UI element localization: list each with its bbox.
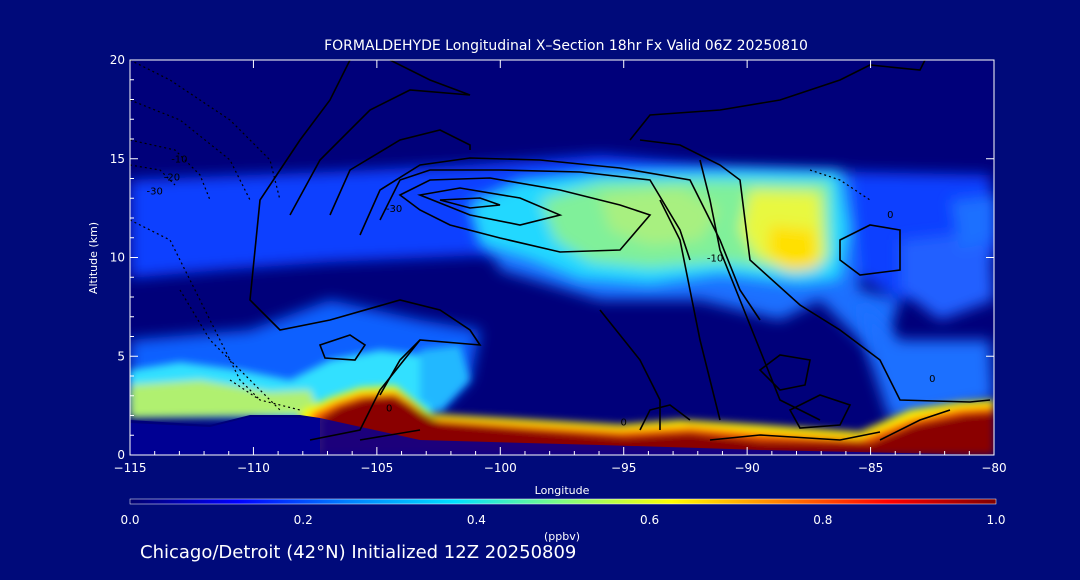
contour-label: -10 xyxy=(707,253,723,264)
field-upper-plume xyxy=(470,170,850,285)
y-tick-label: 20 xyxy=(110,53,125,67)
contour-lines xyxy=(249,60,991,441)
x-tick-label: −105 xyxy=(360,461,393,475)
contour-label: -30 xyxy=(386,204,402,215)
contour-label: -20 xyxy=(164,172,180,183)
x-axis-label: Longitude xyxy=(535,484,590,497)
x-tick-label: −115 xyxy=(114,461,147,475)
x-tick-label: −80 xyxy=(981,461,1006,475)
colorbar-tick-label: 0.6 xyxy=(640,513,659,527)
x-axis: −115 −110 −105 −100 −95 −90 −85 −80 xyxy=(114,60,1007,475)
x-tick-label: −95 xyxy=(611,461,636,475)
y-axis: 0 5 10 15 20 xyxy=(110,53,994,462)
terrain-blue-layer xyxy=(130,417,994,455)
contour-label: 0 xyxy=(621,417,627,428)
colorbar xyxy=(129,498,997,505)
chart-title: FORMALDEHYDE Longitudinal X–Section 18hr… xyxy=(324,38,808,54)
x-tick-label: −90 xyxy=(734,461,759,475)
y-tick-label: 10 xyxy=(110,251,125,265)
contour-label: -30 xyxy=(147,186,163,197)
footer-caption: Chicago/Detroit (42°N) Initialized 12Z 2… xyxy=(140,542,577,563)
y-axis-label: Altitude (km) xyxy=(87,222,100,294)
field-right-patches xyxy=(900,195,994,320)
y-tick-label: 0 xyxy=(117,448,125,462)
contour-dashed-lines xyxy=(130,60,871,411)
colorbar-tick-label: 0.4 xyxy=(467,513,486,527)
colorbar-ticks: 0.0 0.2 0.4 0.6 0.8 1.0 xyxy=(120,513,1005,527)
contour-label: 0 xyxy=(887,210,893,221)
contour-label: -10 xyxy=(171,155,187,166)
colorbar-tick-label: 1.0 xyxy=(986,513,1005,527)
x-tick-label: −85 xyxy=(858,461,883,475)
colorbar-tick-label: 0.2 xyxy=(294,513,313,527)
colorbar-label: (ppbv) xyxy=(544,530,580,543)
y-tick-label: 15 xyxy=(110,152,125,166)
y-tick-label: 5 xyxy=(117,349,125,363)
x-tick-label: −100 xyxy=(484,461,517,475)
colorbar-tick-label: 0.0 xyxy=(120,513,139,527)
x-tick-label: −110 xyxy=(237,461,270,475)
colorbar-tick-label: 0.8 xyxy=(813,513,832,527)
contour-label: 0 xyxy=(386,404,392,415)
contour-label: 0 xyxy=(929,374,935,385)
